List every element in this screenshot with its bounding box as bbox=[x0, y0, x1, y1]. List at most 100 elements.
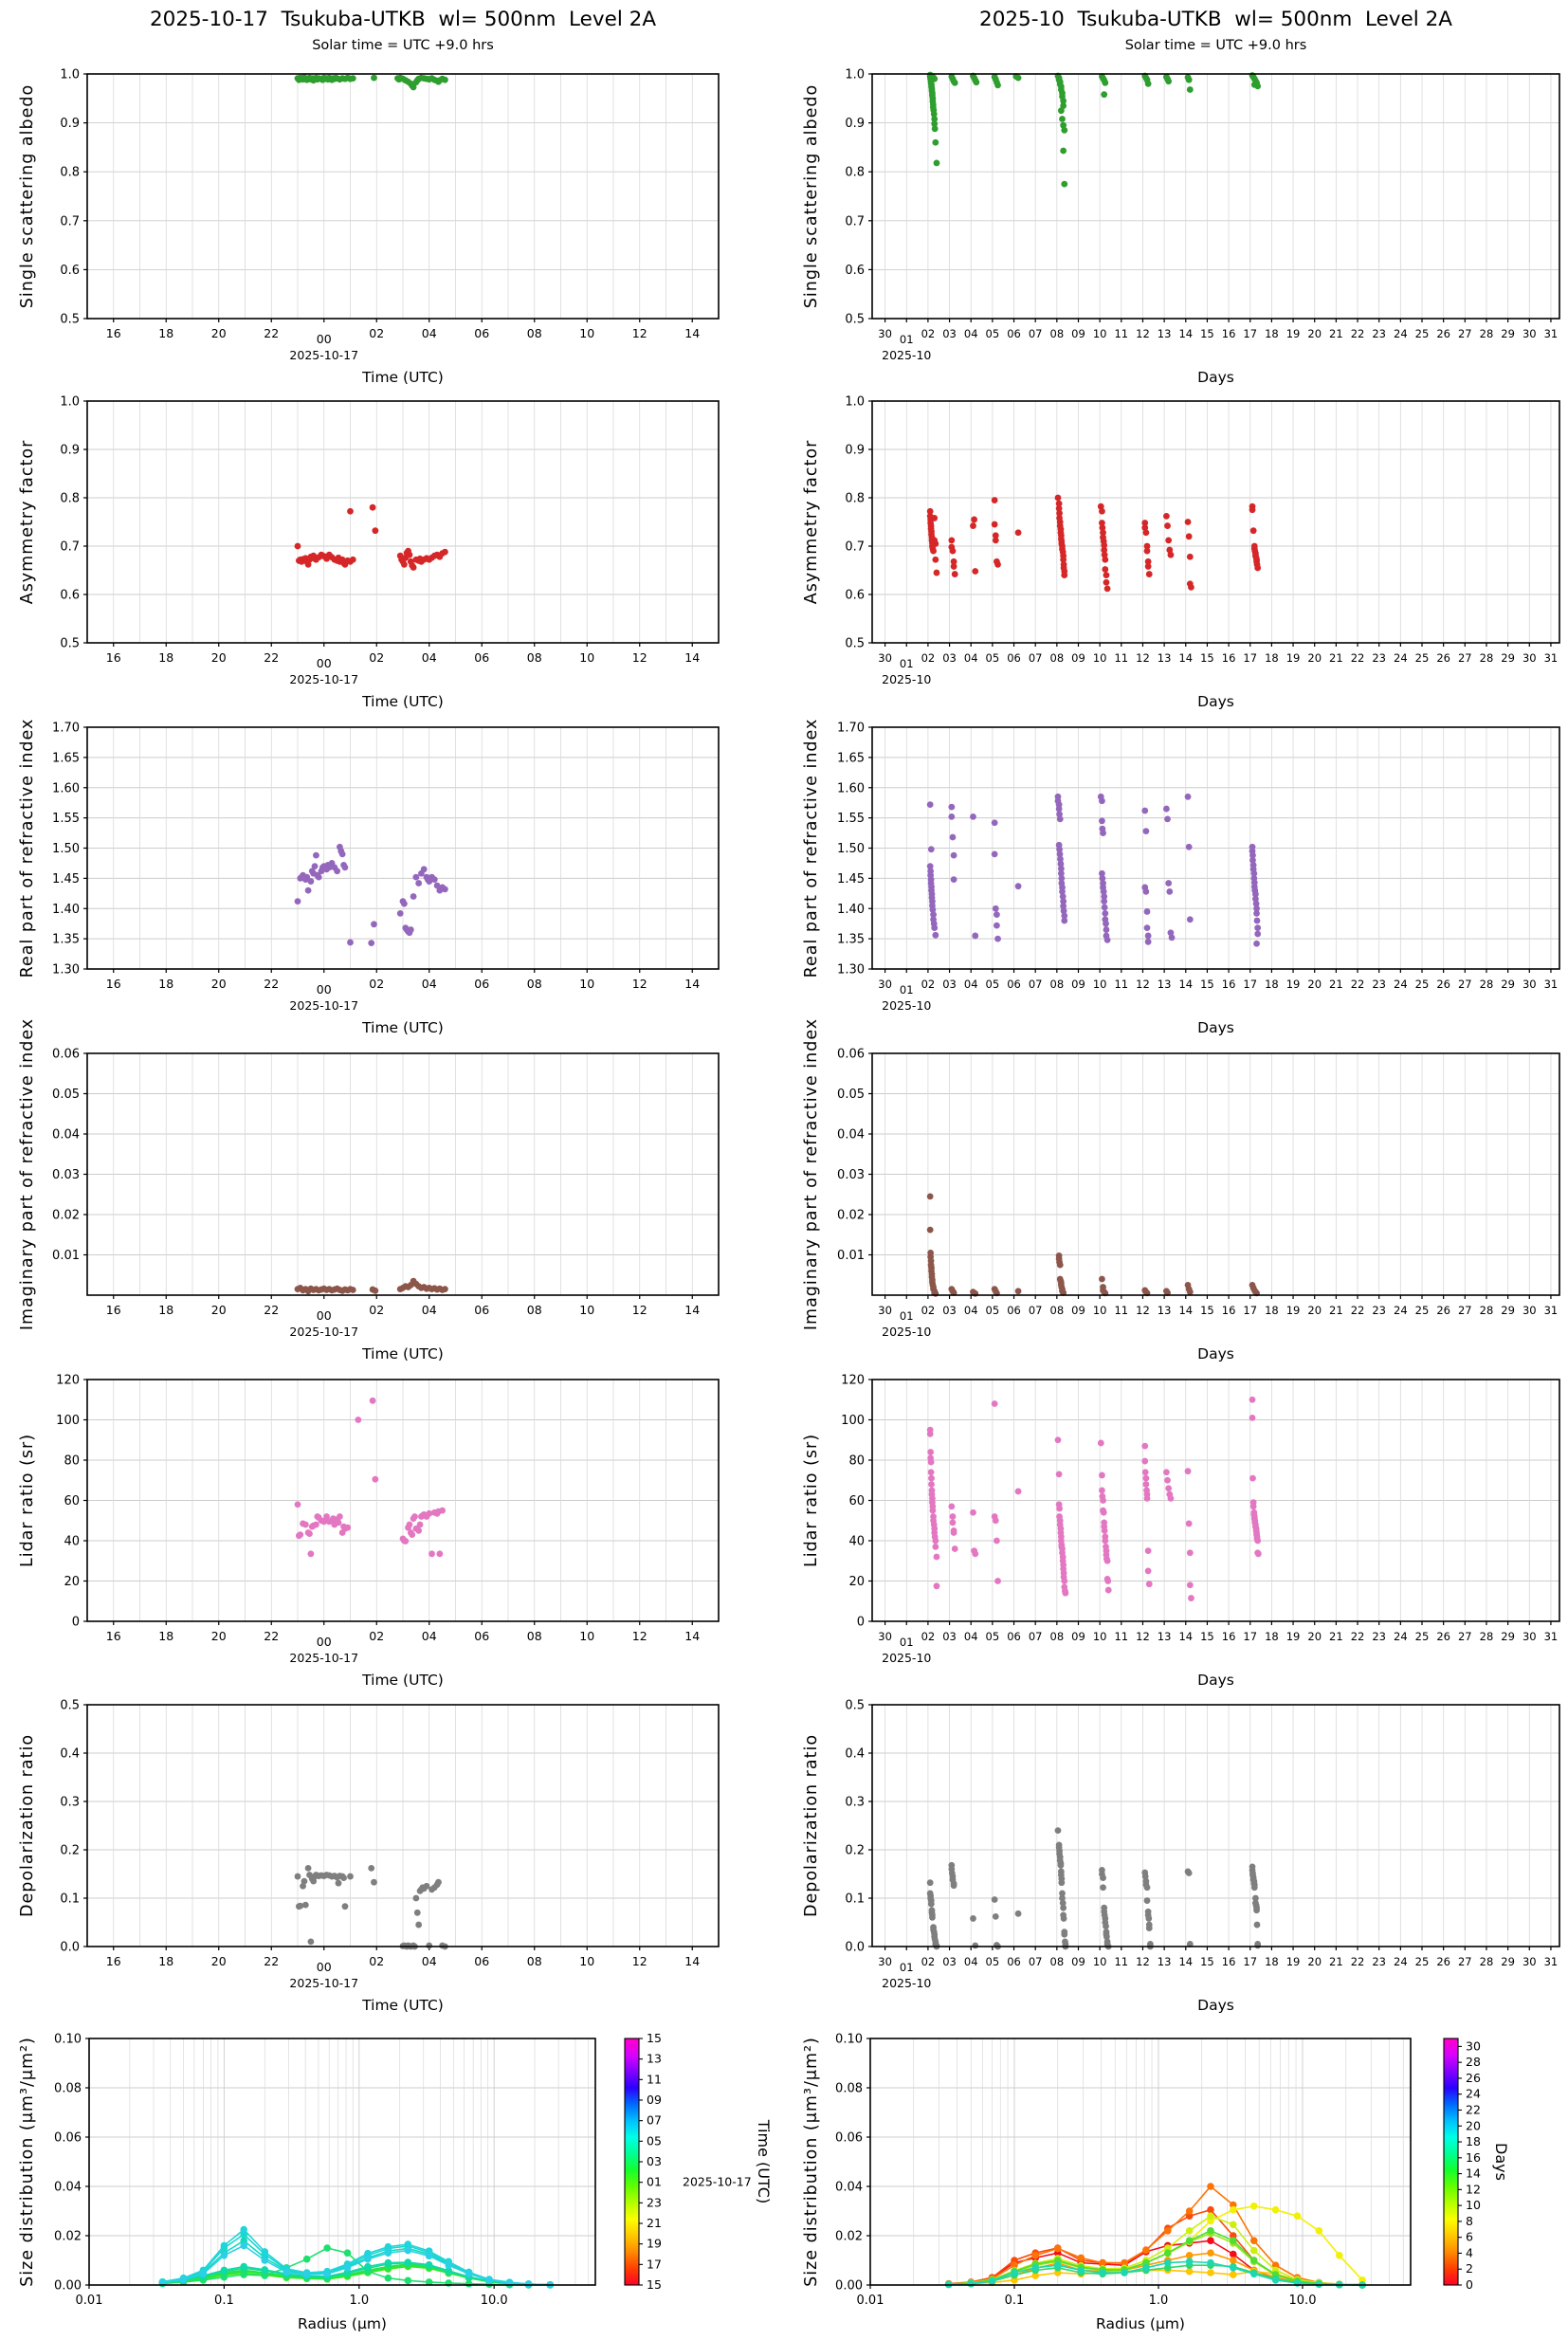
svg-text:13: 13 bbox=[1158, 1630, 1172, 1643]
svg-text:Depolarization ratio: Depolarization ratio bbox=[802, 1734, 821, 1917]
svg-text:16: 16 bbox=[106, 326, 121, 340]
svg-text:0.05: 0.05 bbox=[52, 1088, 80, 1102]
svg-text:06: 06 bbox=[474, 326, 489, 340]
svg-text:Depolarization ratio: Depolarization ratio bbox=[18, 1734, 37, 1917]
svg-text:1.35: 1.35 bbox=[837, 933, 865, 947]
svg-text:21: 21 bbox=[1329, 327, 1343, 340]
svg-text:12: 12 bbox=[632, 1954, 647, 1968]
svg-text:28: 28 bbox=[1480, 651, 1494, 665]
svg-text:29: 29 bbox=[1501, 327, 1515, 340]
svg-text:21: 21 bbox=[1329, 978, 1343, 991]
svg-text:Imaginary part of refractive i: Imaginary part of refractive index bbox=[802, 1018, 821, 1330]
svg-text:Real part of refractive index: Real part of refractive index bbox=[18, 719, 37, 978]
svg-text:06: 06 bbox=[1007, 327, 1021, 340]
svg-text:0.8: 0.8 bbox=[845, 166, 865, 180]
svg-text:04: 04 bbox=[964, 1955, 978, 1968]
svg-text:0.6: 0.6 bbox=[60, 589, 80, 603]
svg-text:16: 16 bbox=[106, 1303, 121, 1317]
svg-text:28: 28 bbox=[1480, 978, 1494, 991]
svg-text:2: 2 bbox=[1466, 2261, 1473, 2276]
svg-text:11: 11 bbox=[1114, 1955, 1128, 1968]
svg-text:11: 11 bbox=[1114, 1630, 1128, 1643]
svg-text:1.0: 1.0 bbox=[845, 395, 865, 410]
svg-text:18: 18 bbox=[158, 650, 173, 665]
svg-text:25: 25 bbox=[1415, 327, 1430, 340]
svg-text:Days: Days bbox=[1197, 1345, 1234, 1362]
svg-text:10: 10 bbox=[579, 1954, 594, 1968]
svg-text:06: 06 bbox=[474, 1629, 489, 1643]
svg-text:13: 13 bbox=[1158, 978, 1172, 991]
svg-text:26: 26 bbox=[1436, 1955, 1450, 1968]
svg-text:10: 10 bbox=[579, 326, 594, 340]
svg-text:06: 06 bbox=[474, 1303, 489, 1317]
svg-text:1.70: 1.70 bbox=[837, 722, 865, 736]
panel-l-depol: 0.0 0.1 0.2 0.3 0.4 0.5 16 18 20 22 00 2025-10-17 02… bbox=[0, 1619, 784, 2028]
svg-text:2025-10-17: 2025-10-17 bbox=[289, 998, 358, 1013]
svg-text:1.0: 1.0 bbox=[1149, 2294, 1169, 2308]
svg-text:1.55: 1.55 bbox=[837, 812, 865, 826]
panel-r-iri: 0.01 0.02 0.03 0.04 0.05 0.06 30 01 2025-10 02 03 0… bbox=[784, 968, 1568, 1377]
svg-text:Days: Days bbox=[1197, 1672, 1234, 1689]
svg-text:21: 21 bbox=[1329, 1630, 1343, 1643]
svg-text:08: 08 bbox=[527, 1629, 542, 1643]
svg-text:Single scattering albedo: Single scattering albedo bbox=[802, 84, 821, 308]
svg-text:01: 01 bbox=[900, 1636, 914, 1649]
svg-text:27: 27 bbox=[1458, 1304, 1472, 1317]
svg-text:25: 25 bbox=[1415, 978, 1430, 991]
svg-text:12: 12 bbox=[632, 1303, 647, 1317]
svg-text:22: 22 bbox=[264, 1303, 279, 1317]
svg-text:11: 11 bbox=[647, 2072, 662, 2086]
svg-text:10.0: 10.0 bbox=[1289, 2294, 1317, 2308]
panel-l-lidar: 0 20 40 60 80 100 120 16 18 20 22 00 2025-10-17 02 04 0… bbox=[0, 1294, 784, 1703]
svg-text:30: 30 bbox=[878, 651, 892, 665]
svg-text:0.08: 0.08 bbox=[835, 2082, 863, 2096]
svg-text:04: 04 bbox=[964, 651, 978, 665]
svg-text:15: 15 bbox=[1200, 1955, 1214, 1968]
svg-text:06: 06 bbox=[474, 1954, 489, 1968]
svg-text:04: 04 bbox=[422, 1629, 437, 1643]
svg-text:12: 12 bbox=[632, 326, 647, 340]
svg-text:30: 30 bbox=[1466, 2038, 1481, 2053]
svg-text:18: 18 bbox=[158, 1303, 173, 1317]
panel-l-iri: 0.01 0.02 0.03 0.04 0.05 0.06 16 18 20 22 00 2025-1… bbox=[0, 968, 784, 1377]
svg-text:12: 12 bbox=[1136, 651, 1150, 665]
svg-text:01: 01 bbox=[900, 1961, 914, 1974]
svg-text:1.50: 1.50 bbox=[837, 842, 865, 856]
svg-text:16: 16 bbox=[1222, 978, 1236, 991]
svg-text:16: 16 bbox=[1466, 2150, 1481, 2165]
svg-text:09: 09 bbox=[1071, 978, 1085, 991]
svg-text:2025-10-17: 2025-10-17 bbox=[289, 1651, 358, 1665]
svg-text:Size distribution (μm³/μm²): Size distribution (μm³/μm²) bbox=[18, 2037, 37, 2287]
svg-text:Time (UTC): Time (UTC) bbox=[361, 369, 444, 386]
svg-text:10: 10 bbox=[1093, 1630, 1107, 1643]
left-figure-header: 2025-10-17 Tsukuba-UTKB wl= 500nm Level … bbox=[87, 0, 719, 74]
svg-text:05: 05 bbox=[986, 978, 1000, 991]
svg-text:Days: Days bbox=[1197, 1997, 1234, 2014]
svg-text:60: 60 bbox=[64, 1494, 80, 1508]
svg-text:23: 23 bbox=[1372, 651, 1386, 665]
svg-text:0.03: 0.03 bbox=[52, 1168, 80, 1182]
svg-text:15: 15 bbox=[647, 2031, 662, 2045]
svg-text:06: 06 bbox=[474, 977, 489, 991]
svg-text:11: 11 bbox=[1114, 1304, 1128, 1317]
svg-text:03: 03 bbox=[942, 1630, 957, 1643]
svg-text:0.02: 0.02 bbox=[835, 2230, 863, 2244]
svg-text:10: 10 bbox=[579, 650, 594, 665]
svg-text:0.10: 0.10 bbox=[54, 2033, 82, 2047]
svg-text:0.8: 0.8 bbox=[60, 492, 80, 506]
svg-text:13: 13 bbox=[1158, 1304, 1172, 1317]
svg-text:29: 29 bbox=[1501, 651, 1515, 665]
svg-text:10: 10 bbox=[1466, 2198, 1481, 2212]
svg-text:11: 11 bbox=[1114, 978, 1128, 991]
svg-text:14: 14 bbox=[684, 1303, 700, 1317]
svg-text:0.03: 0.03 bbox=[837, 1168, 865, 1182]
svg-text:01: 01 bbox=[900, 333, 914, 346]
svg-text:22: 22 bbox=[1351, 978, 1365, 991]
svg-text:12: 12 bbox=[1136, 1955, 1150, 1968]
svg-text:20: 20 bbox=[211, 1303, 227, 1317]
svg-text:1.30: 1.30 bbox=[837, 963, 865, 978]
svg-text:14: 14 bbox=[1178, 651, 1193, 665]
svg-text:10: 10 bbox=[579, 1303, 594, 1317]
panel-r-lidar: 0 20 40 60 80 100 120 30 01 2025-10 02 03 04 05 06 07 08… bbox=[784, 1294, 1568, 1703]
panel-l-rri: 1.30 1.35 1.40 1.45 1.50 1.55 1.60 1.65 1.70 16 18… bbox=[0, 642, 784, 1051]
